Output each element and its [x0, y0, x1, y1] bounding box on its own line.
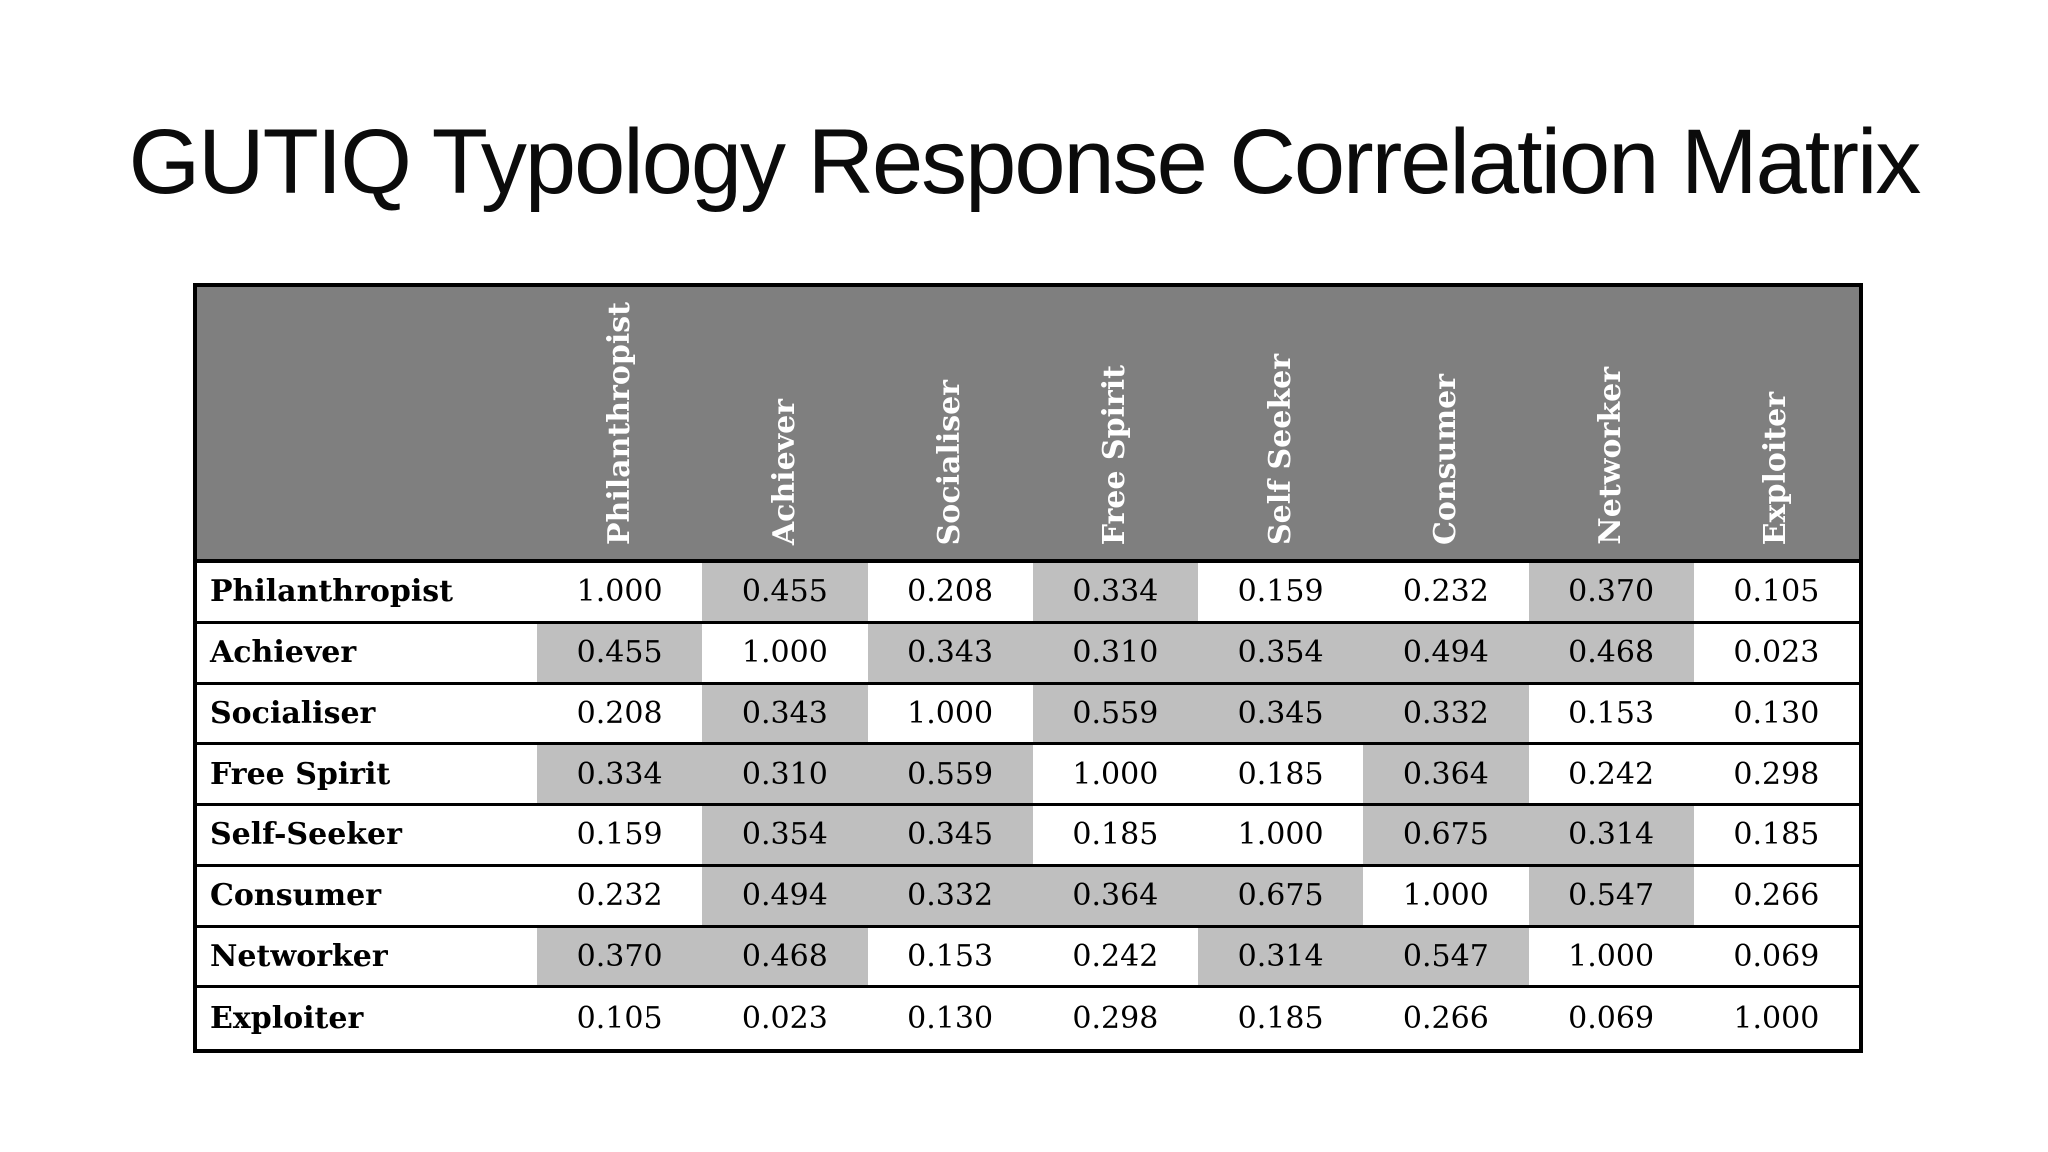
- matrix-cell: 0.298: [1693, 745, 1859, 806]
- matrix-cell: 1.000: [867, 684, 1033, 746]
- row-header: Socialiser: [197, 684, 537, 746]
- matrix-cell: 0.675: [1363, 806, 1529, 867]
- matrix-cell: 0.675: [1198, 866, 1364, 928]
- matrix-cell: 1.000: [1528, 927, 1694, 989]
- matrix-cell: 0.266: [1363, 988, 1529, 1049]
- matrix-cell: 0.232: [537, 866, 703, 928]
- row-header: Achiever: [197, 623, 537, 685]
- matrix-cell: 0.266: [1693, 866, 1859, 928]
- row-header: Consumer: [197, 866, 537, 928]
- matrix-cell: 0.494: [702, 866, 868, 928]
- matrix-cell: 0.153: [867, 927, 1033, 989]
- matrix-cell: 0.130: [867, 988, 1033, 1049]
- column-header-label: Philanthropist: [601, 301, 637, 545]
- matrix-cell: 0.314: [1198, 927, 1364, 989]
- matrix-cell: 0.332: [1363, 684, 1529, 746]
- matrix-cell: 0.354: [702, 806, 868, 867]
- matrix-cell: 0.023: [702, 988, 868, 1049]
- matrix-cell: 0.242: [1528, 745, 1694, 806]
- matrix-cell: 0.343: [702, 684, 868, 746]
- row-header: Exploiter: [197, 988, 537, 1049]
- matrix-cell: 0.185: [1032, 806, 1198, 867]
- matrix-cell: 0.547: [1363, 927, 1529, 989]
- matrix-cell: 1.000: [537, 563, 703, 624]
- matrix-cell: 0.559: [1032, 684, 1198, 746]
- matrix-cell: 0.185: [1693, 806, 1859, 867]
- column-header-label: Networker: [1593, 367, 1629, 545]
- matrix-cell: 0.069: [1528, 988, 1694, 1049]
- matrix-cell: 0.455: [537, 623, 703, 685]
- column-header-label: Exploiter: [1758, 391, 1794, 545]
- column-header-label: Socialiser: [932, 379, 968, 545]
- matrix-cell: 0.354: [1198, 623, 1364, 685]
- matrix-cell: 0.208: [537, 684, 703, 746]
- matrix-cell: 0.345: [1198, 684, 1364, 746]
- matrix-cell: 0.069: [1693, 927, 1859, 989]
- matrix-cell: 0.370: [537, 927, 703, 989]
- matrix-cell: 0.130: [1693, 684, 1859, 746]
- matrix-cell: 0.343: [867, 623, 1033, 685]
- row-header: Free Spirit: [197, 745, 537, 806]
- matrix-cell: 0.334: [1032, 563, 1198, 624]
- matrix-cell: 0.185: [1198, 988, 1364, 1049]
- column-header: Exploiter: [1693, 287, 1859, 563]
- matrix-cell: 0.455: [702, 563, 868, 624]
- matrix-cell: 1.000: [1363, 866, 1529, 928]
- matrix-cell: 0.208: [867, 563, 1033, 624]
- matrix-cell: 0.310: [1032, 623, 1198, 685]
- column-header-label: Self Seeker: [1262, 353, 1298, 545]
- matrix-cell: 0.310: [702, 745, 868, 806]
- matrix-cell: 0.332: [867, 866, 1033, 928]
- column-header: Consumer: [1363, 287, 1529, 563]
- matrix-cell: 0.345: [867, 806, 1033, 867]
- column-header: Achiever: [702, 287, 868, 563]
- matrix-cell: 1.000: [1032, 745, 1198, 806]
- matrix-cell: 0.232: [1363, 563, 1529, 624]
- column-header: Philanthropist: [537, 287, 703, 563]
- column-header: Self Seeker: [1198, 287, 1364, 563]
- matrix-cell: 0.334: [537, 745, 703, 806]
- column-header: Socialiser: [867, 287, 1033, 563]
- matrix-cell: 1.000: [1198, 806, 1364, 867]
- matrix-cell: 0.159: [1198, 563, 1364, 624]
- row-header: Philanthropist: [197, 563, 537, 624]
- row-header: Networker: [197, 927, 537, 989]
- matrix-cell: 0.494: [1363, 623, 1529, 685]
- matrix-cell: 0.547: [1528, 866, 1694, 928]
- column-header: Free Spirit: [1032, 287, 1198, 563]
- matrix-cell: 0.298: [1032, 988, 1198, 1049]
- matrix-cell: 1.000: [1693, 988, 1859, 1049]
- correlation-matrix-table: Philanthropist Achiever Socialiser Free Spi…: [193, 283, 1863, 1053]
- matrix-cell: 0.468: [1528, 623, 1694, 685]
- matrix-cell: 0.468: [702, 927, 868, 989]
- matrix-corner-cell: [197, 287, 537, 563]
- column-header-label: Achiever: [766, 398, 802, 545]
- matrix-cell: 0.242: [1032, 927, 1198, 989]
- row-header: Self-Seeker: [197, 806, 537, 867]
- matrix-cell: 0.159: [537, 806, 703, 867]
- page-title: GUTIQ Typology Response Correlation Matr…: [128, 111, 1922, 213]
- matrix-cell: 0.105: [1693, 563, 1859, 624]
- matrix-cell: 0.185: [1198, 745, 1364, 806]
- matrix-cell: 0.370: [1528, 563, 1694, 624]
- column-header: Networker: [1528, 287, 1694, 563]
- column-header-label: Consumer: [1427, 373, 1463, 545]
- matrix-cell: 0.364: [1032, 866, 1198, 928]
- matrix-cell: 0.023: [1693, 623, 1859, 685]
- matrix-cell: 0.105: [537, 988, 703, 1049]
- matrix-cell: 0.559: [867, 745, 1033, 806]
- matrix-cell: 0.364: [1363, 745, 1529, 806]
- matrix-cell: 0.153: [1528, 684, 1694, 746]
- matrix-cell: 0.314: [1528, 806, 1694, 867]
- column-header-label: Free Spirit: [1097, 364, 1133, 545]
- matrix-cell: 1.000: [702, 623, 868, 685]
